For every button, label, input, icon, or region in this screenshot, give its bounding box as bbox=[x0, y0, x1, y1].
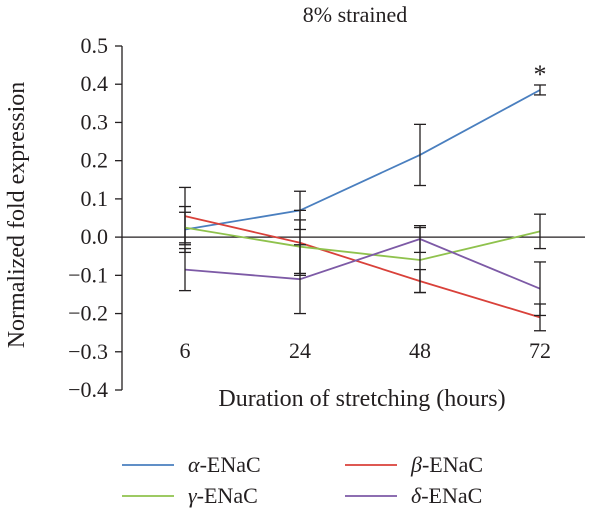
y-tick-label: 0.0 bbox=[81, 224, 109, 249]
y-tick-label: −0.2 bbox=[68, 301, 108, 326]
y-tick-label: −0.4 bbox=[68, 377, 108, 402]
y-tick-label: 0.5 bbox=[81, 33, 109, 58]
y-tick-label: 0.3 bbox=[81, 109, 109, 134]
chart-title: 8% strained bbox=[303, 2, 407, 27]
x-axis-label: Duration of stretching (hours) bbox=[218, 386, 505, 412]
y-axis: 0.5 0.4 0.3 0.2 0.1 0.0 −0.1 −0.2 −0.3 −0.4 bbox=[68, 33, 123, 402]
series-line bbox=[184, 89, 541, 231]
legend-label: δ-ENaC bbox=[411, 483, 482, 508]
x-tick-label: 24 bbox=[289, 338, 311, 363]
y-axis-label: Normalized fold expression bbox=[4, 82, 30, 349]
annotations: * bbox=[534, 60, 547, 89]
y-tick-label: 0.4 bbox=[81, 71, 109, 96]
x-tick-label: 48 bbox=[409, 338, 431, 363]
legend-label: β-ENaC bbox=[410, 452, 483, 477]
x-tick-label: 6 bbox=[180, 338, 191, 363]
series-line bbox=[184, 226, 541, 261]
x-axis: 6 24 48 72 bbox=[122, 236, 585, 363]
y-tick-label: 0.2 bbox=[81, 148, 109, 173]
y-tick-label: −0.1 bbox=[68, 262, 108, 287]
y-tick-label: −0.3 bbox=[68, 339, 108, 364]
series-line bbox=[184, 238, 541, 290]
x-tick-label: 72 bbox=[529, 338, 551, 363]
legend-label: γ-ENaC bbox=[188, 483, 258, 508]
series-group bbox=[179, 84, 546, 332]
y-tick-label: 0.1 bbox=[81, 186, 109, 211]
legend-label: α-ENaC bbox=[188, 452, 261, 477]
significance-marker: * bbox=[534, 60, 547, 89]
legend: α-ENaC β-ENaC γ-ENaC δ-ENaC bbox=[122, 452, 483, 508]
series-line bbox=[184, 215, 541, 319]
